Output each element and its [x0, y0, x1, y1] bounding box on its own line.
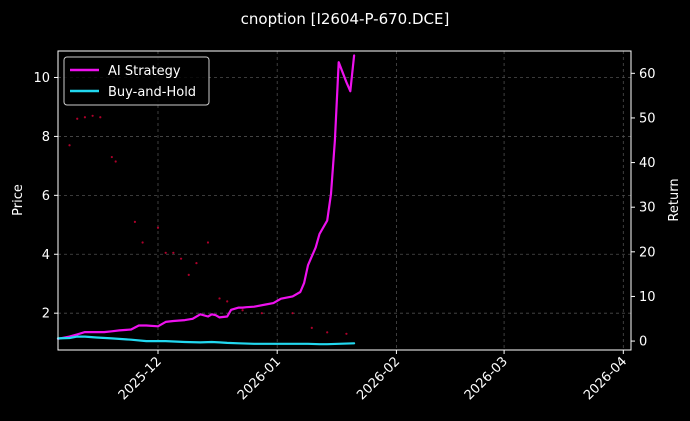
y-right-tick-label: 50	[639, 111, 656, 126]
series-line-ai-strategy	[56, 54, 356, 340]
tick-layer: 2025-12 2026-01 2026-02 2026-03 2026-04 2 4 6 8 1…	[33, 67, 655, 403]
price-point	[83, 116, 87, 119]
price-point	[218, 297, 221, 300]
price-point	[133, 220, 137, 223]
price-point	[241, 309, 244, 312]
price-point	[310, 326, 313, 330]
price-point	[114, 160, 117, 163]
price-point	[172, 251, 175, 254]
y-left-tick-label: 10	[33, 71, 50, 86]
chart-title: cnoption [I2604-P-670.DCE]	[241, 10, 450, 28]
price-point	[179, 257, 183, 260]
price-point	[156, 226, 160, 229]
legend-label-buy-and-hold: Buy-and-Hold	[108, 85, 196, 100]
price-point	[206, 241, 210, 244]
x-tick-label: 2026-03	[462, 354, 511, 403]
y-right-tick-label: 40	[639, 156, 656, 171]
x-tick-label: 2025-12	[116, 354, 165, 403]
price-point	[291, 312, 294, 315]
price-point	[141, 241, 144, 244]
legend-box	[63, 56, 210, 106]
price-point	[99, 116, 102, 119]
plot-frame	[57, 50, 632, 351]
series-layer	[56, 54, 356, 346]
y-right-tick-label: 20	[639, 245, 656, 260]
price-point	[91, 114, 94, 117]
y-left-tick-label: 6	[42, 189, 50, 204]
y-right-tick-label: 0	[639, 335, 647, 350]
price-point	[345, 332, 348, 335]
y-left-tick-label: 4	[42, 248, 50, 263]
price-point	[76, 117, 79, 120]
price-point	[110, 155, 113, 159]
x-tick-label: 2026-04	[581, 354, 630, 403]
legend: AI Strategy Buy-and-Hold	[63, 56, 210, 106]
legend-label-ai-strategy: AI Strategy	[108, 64, 181, 79]
price-point	[260, 312, 263, 315]
price-point	[187, 273, 190, 276]
price-points-layer	[68, 114, 348, 335]
y-right-tick-label: 60	[639, 67, 656, 82]
y-left-tick-label: 2	[42, 307, 50, 322]
x-tick-label: 2026-01	[235, 354, 284, 403]
series-line-buy-and-hold	[56, 335, 356, 346]
price-point	[195, 261, 198, 265]
y-right-tick-label: 30	[639, 201, 656, 216]
price-point	[326, 331, 329, 334]
price-point	[164, 251, 167, 254]
y-axis-label-right: Return	[667, 178, 682, 221]
y-left-tick-label: 8	[42, 130, 50, 145]
price-point	[68, 144, 71, 147]
price-point	[226, 300, 229, 303]
y-right-tick-label: 10	[639, 290, 656, 305]
y-axis-label-left: Price	[11, 184, 26, 216]
x-tick-label: 2026-02	[354, 354, 403, 403]
